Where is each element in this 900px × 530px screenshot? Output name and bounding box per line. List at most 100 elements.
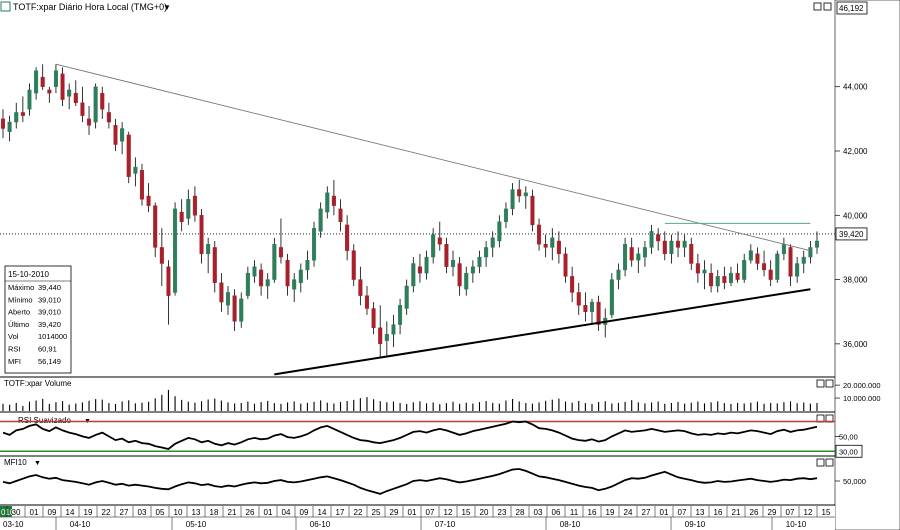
candle-body bbox=[305, 260, 310, 271]
x-axis-day-label: 28 bbox=[516, 508, 525, 517]
chevron-down-icon[interactable]: ▼ bbox=[34, 460, 41, 467]
volume-pane-title: TOTF:xpar Volume bbox=[4, 379, 72, 388]
candle-body bbox=[298, 269, 303, 283]
resistance-trendline[interactable] bbox=[55, 63, 811, 252]
candle-body bbox=[173, 208, 178, 293]
x-axis-day-label: 18 bbox=[210, 508, 219, 517]
x-axis-month-label: 07-10 bbox=[435, 520, 456, 529]
candle-body bbox=[219, 282, 224, 303]
info-label: Aberto bbox=[8, 308, 30, 317]
candle-body bbox=[450, 260, 456, 267]
price-axis-label: 42,000 bbox=[843, 147, 868, 156]
info-value: 56,149 bbox=[38, 357, 61, 366]
close-icon[interactable] bbox=[823, 2, 832, 11]
candle-body bbox=[106, 112, 111, 123]
x-axis-day-label: 25 bbox=[372, 508, 381, 517]
candle-body bbox=[146, 195, 151, 206]
candle-body bbox=[808, 247, 813, 258]
candle-body bbox=[570, 276, 575, 293]
x-axis-month-label: 08-10 bbox=[560, 520, 581, 529]
candle-body bbox=[728, 272, 733, 283]
x-axis-day-label: 22 bbox=[354, 508, 363, 517]
volume-pane[interactable]: TOTF:xpar Volume bbox=[2, 379, 834, 411]
close-icon[interactable] bbox=[825, 458, 834, 467]
candle-body bbox=[179, 211, 184, 222]
candle-body bbox=[345, 224, 350, 251]
x-axis-day-label: 01 bbox=[30, 508, 39, 517]
x-axis-day-label: 03 bbox=[138, 508, 147, 517]
candle-body bbox=[133, 166, 138, 174]
x-axis-day-label: 01 bbox=[408, 508, 417, 517]
candle-body bbox=[543, 244, 548, 248]
left-edge-label: 010 bbox=[1, 508, 15, 517]
info-value: 39,420 bbox=[38, 320, 61, 329]
candle-body bbox=[292, 279, 297, 290]
info-value: 39,440 bbox=[38, 283, 61, 292]
candle-body bbox=[318, 208, 323, 232]
x-axis-day-label: 14 bbox=[318, 508, 327, 517]
x-axis-day-label: 23 bbox=[498, 508, 507, 517]
maximize-icon[interactable] bbox=[816, 458, 825, 467]
x-axis-day-label: 10 bbox=[174, 508, 183, 517]
candle-body bbox=[762, 263, 767, 271]
candle-body bbox=[715, 276, 720, 287]
last-price-tag: 46,192 bbox=[839, 4, 864, 13]
close-icon[interactable] bbox=[825, 379, 834, 388]
x-axis-background bbox=[0, 506, 835, 530]
candle-body bbox=[530, 195, 535, 226]
price-pane[interactable] bbox=[0, 63, 835, 376]
candle-body bbox=[20, 112, 25, 116]
rsi-pane[interactable]: RSI Suavizado ▼ bbox=[0, 414, 835, 453]
candle-body bbox=[775, 253, 780, 280]
x-axis-day-label: 09 bbox=[48, 508, 57, 517]
candle-body bbox=[272, 244, 277, 280]
candle-body bbox=[126, 134, 131, 177]
x-axis-day-label: 07 bbox=[678, 508, 687, 517]
candle-body bbox=[60, 73, 65, 100]
candle-body bbox=[748, 250, 753, 261]
x-axis-day-label: 17 bbox=[336, 508, 345, 517]
candle-body bbox=[768, 269, 773, 280]
x-axis-day-label: 16 bbox=[714, 508, 723, 517]
candle-body bbox=[523, 192, 528, 197]
mfi-line bbox=[2, 468, 818, 495]
mfi-pane[interactable]: MFI10 ▼ bbox=[2, 458, 834, 495]
candle-body bbox=[755, 253, 760, 264]
info-box-date: 15-10-2010 bbox=[8, 270, 49, 279]
candle-body bbox=[801, 256, 806, 264]
info-label: RSI bbox=[8, 345, 21, 354]
info-value: 1014000 bbox=[38, 332, 67, 341]
candle-body bbox=[252, 266, 257, 277]
x-axis-day-label: 03 bbox=[534, 508, 543, 517]
candle-body bbox=[642, 247, 647, 258]
candle-body bbox=[139, 170, 144, 200]
candle-body bbox=[285, 260, 290, 287]
candle-body bbox=[391, 324, 396, 335]
candle-body bbox=[378, 327, 383, 345]
x-axis-month-label: 06-10 bbox=[310, 520, 331, 529]
candle-body bbox=[517, 189, 522, 197]
x-axis-day-label: 26 bbox=[246, 508, 255, 517]
maximize-icon[interactable] bbox=[816, 379, 825, 388]
rsi-pane-title: RSI Suavizado bbox=[18, 416, 71, 425]
candle-body bbox=[331, 195, 336, 206]
candle-body bbox=[689, 244, 694, 264]
x-axis-month-label: 05-10 bbox=[186, 520, 207, 529]
x-axis-day-label: 15 bbox=[822, 508, 831, 517]
x-axis-day-label: 16 bbox=[588, 508, 597, 517]
chevron-down-icon[interactable]: ▼ bbox=[163, 3, 171, 12]
x-axis-day-label: 12 bbox=[804, 508, 813, 517]
maximize-icon[interactable] bbox=[813, 2, 822, 11]
candle-body bbox=[120, 128, 125, 142]
x-axis-month-label: 03-10 bbox=[3, 520, 24, 529]
support-trendline[interactable] bbox=[274, 288, 811, 376]
candle-body bbox=[490, 237, 495, 248]
x-axis-day-label: 07 bbox=[786, 508, 795, 517]
candle-body bbox=[662, 240, 667, 255]
price-axis-strip bbox=[834, 0, 900, 530]
x-axis-day-label: 29 bbox=[390, 508, 399, 517]
x-axis-day-label: 21 bbox=[732, 508, 741, 517]
candle-body bbox=[265, 279, 270, 287]
last-price-tag-box bbox=[836, 1, 868, 15]
candle-body bbox=[556, 240, 561, 255]
